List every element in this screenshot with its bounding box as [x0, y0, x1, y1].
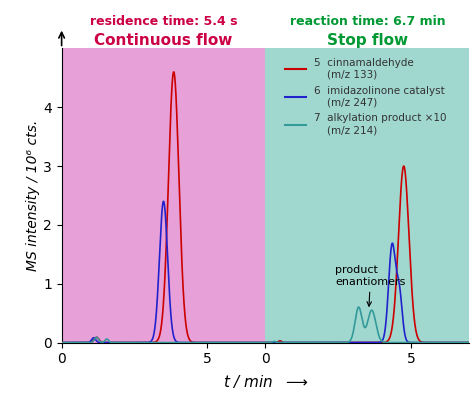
- Text: product
enantiomers: product enantiomers: [335, 265, 406, 306]
- Legend: 5  cinnamaldehyde
    (m/z 133), 6  imidazolinone catalyst
    (m/z 247), 7  alk: 5 cinnamaldehyde (m/z 133), 6 imidazolin…: [281, 54, 451, 139]
- Text: residence time: 5.4 s: residence time: 5.4 s: [90, 15, 237, 28]
- Y-axis label: MS intensity / 10⁶ cts.: MS intensity / 10⁶ cts.: [26, 120, 40, 271]
- Text: $t$ / min  $\longrightarrow$: $t$ / min $\longrightarrow$: [223, 373, 308, 390]
- Title: Continuous flow: Continuous flow: [94, 33, 233, 48]
- Text: reaction time: 6.7 min: reaction time: 6.7 min: [290, 15, 445, 28]
- Title: Stop flow: Stop flow: [327, 33, 408, 48]
